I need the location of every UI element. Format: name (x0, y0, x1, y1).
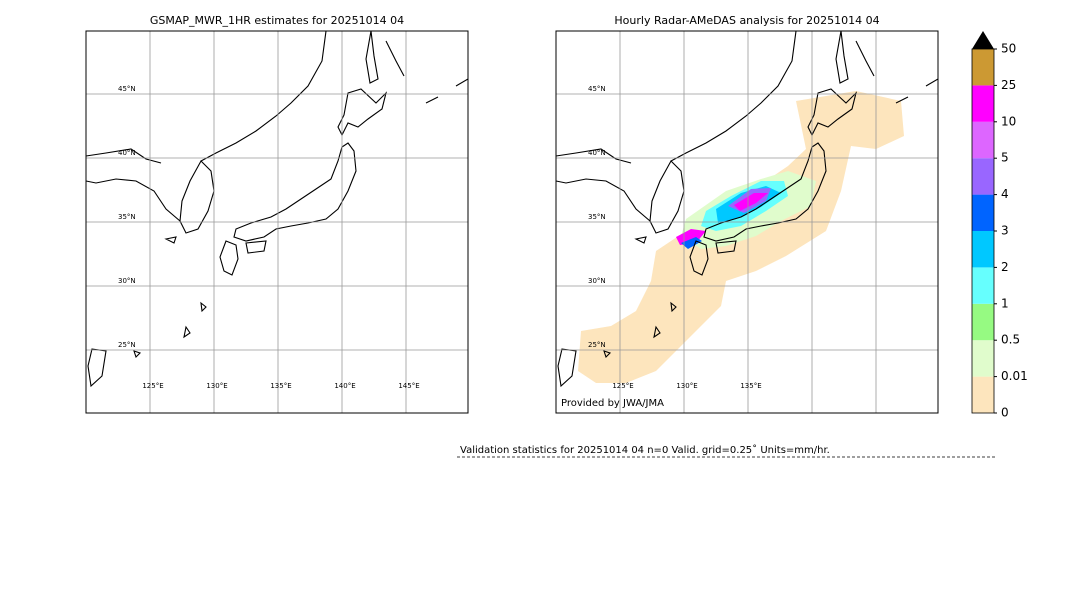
lon-label: 140°E (334, 382, 355, 390)
lat-label: 25°N (118, 341, 136, 349)
colorbar-label: 0 (1001, 406, 1009, 420)
map-panel: GSMAP_MWR_1HR estimates for 20251014 04 4… (85, 14, 469, 414)
colorbar-label: 4 (1001, 187, 1009, 201)
lon-label: 130°E (206, 382, 227, 390)
colorbar-segment (972, 121, 994, 159)
colorbar-label: 2 (1001, 260, 1009, 274)
panels: GSMAP_MWR_1HR estimates for 20251014 04 4… (85, 14, 939, 414)
colorbar-segment (972, 231, 994, 268)
colorbar-label: 0.01 (1001, 369, 1028, 383)
colorbar-label: 5 (1001, 151, 1009, 165)
colorbar-label: 0.5 (1001, 333, 1020, 347)
panel-title: GSMAP_MWR_1HR estimates for 20251014 04 (150, 14, 404, 27)
coastline (86, 31, 468, 387)
colorbar-segment (972, 85, 994, 122)
colorbar-segment (972, 340, 994, 377)
colorbar-segment (972, 376, 994, 413)
map-body (86, 31, 468, 413)
colorbar-segment (972, 194, 994, 231)
colorbar-segment (972, 303, 994, 341)
lat-label: 40°N (588, 149, 606, 157)
lat-label: 25°N (588, 341, 606, 349)
colorbar-segment (972, 267, 994, 304)
colorbar-label: 3 (1001, 224, 1009, 238)
colorbar-segment (972, 49, 994, 86)
lat-label: 35°N (118, 213, 136, 221)
colorbar-label: 10 (1001, 114, 1016, 128)
lat-label: 45°N (588, 85, 606, 93)
colorbar-label: 50 (1001, 42, 1016, 56)
colorbar-extend (972, 31, 994, 49)
lat-label: 40°N (118, 149, 136, 157)
map-body (556, 31, 938, 413)
lon-label: 125°E (142, 382, 163, 390)
colorbar-segment (972, 158, 994, 195)
panel-title: Hourly Radar-AMeDAS analysis for 2025101… (614, 14, 879, 27)
colorbar: 0 0.01 0.5 1 2 3 4 5 10 25 50 (971, 31, 1028, 420)
lon-label: 130°E (676, 382, 697, 390)
lon-label: 135°E (270, 382, 291, 390)
lon-label: 135°E (740, 382, 761, 390)
colorbar-label: 25 (1001, 78, 1016, 92)
colorbar-label: 1 (1001, 296, 1009, 310)
lat-label: 30°N (588, 277, 606, 285)
lat-label: 35°N (588, 213, 606, 221)
credit: Provided by JWA/JMA (561, 398, 664, 409)
lon-label: 125°E (612, 382, 633, 390)
validation-text: Validation statistics for 20251014 04 n=… (460, 444, 830, 456)
lat-label: 30°N (118, 277, 136, 285)
precip-field (578, 91, 904, 383)
lat-label: 45°N (118, 85, 136, 93)
lon-label: 145°E (398, 382, 419, 390)
panel-frame (85, 30, 469, 414)
panel-frame (555, 30, 939, 414)
map-panel: Hourly Radar-AMeDAS analysis for 2025101… (555, 14, 939, 414)
